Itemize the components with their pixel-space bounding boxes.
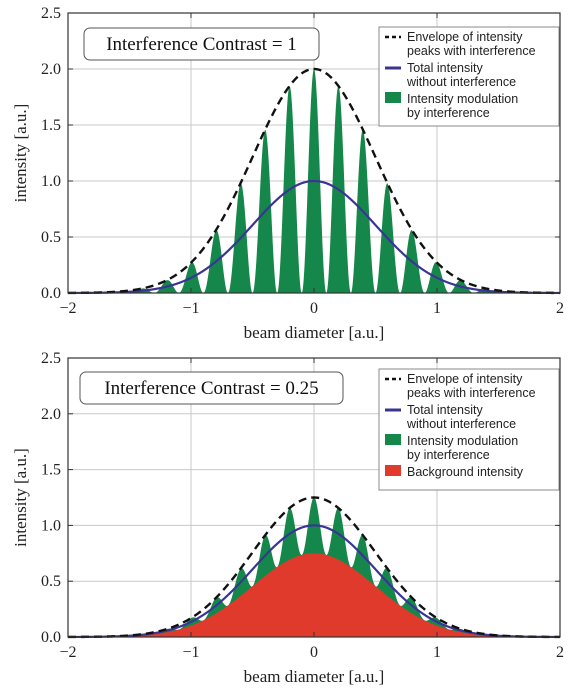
y-tick-label: 0.5 (41, 573, 61, 590)
chart-panel-contrast-025: −2 −1 0 1 2 0.0 0.5 1.0 1.5 2.0 2.5 beam diameter [… (0, 345, 569, 693)
legend-entry-text: by interference (407, 106, 490, 120)
chart-title-box (83, 27, 320, 61)
y-tick-label: 2.5 (41, 350, 61, 367)
y-axis-label: intensity [a.u.] (11, 448, 30, 547)
x-axis: −2 −1 0 1 2 (59, 358, 564, 661)
y-axis: 0.0 0.5 1.0 1.5 2.0 2.5 (41, 5, 560, 302)
x-axis-label: beam diameter [a.u.] (244, 323, 385, 342)
chart-title: Interference Contrast = 0.25 (104, 378, 318, 399)
legend-swatch-fill (385, 92, 401, 103)
x-tick-label: −1 (182, 644, 199, 661)
legend-entry-text: Background intensity (407, 465, 524, 479)
chart-contrast-1: −2 −1 0 1 2 0.0 0.5 1.0 1.5 2.0 2.5 beam diameter [… (11, 5, 564, 342)
chart-contrast-025: −2 −1 0 1 2 0.0 0.5 1.0 1.5 2.0 2.5 beam diameter [… (11, 350, 564, 686)
legend-box (378, 26, 560, 127)
legend-entry-text: without interference (406, 417, 516, 431)
y-tick-label: 0.5 (41, 229, 61, 246)
y-tick-label: 1.0 (41, 173, 61, 190)
y-axis-label: intensity [a.u.] (11, 104, 30, 203)
legend-entry-text: peaks with interference (407, 386, 536, 400)
chart-title-box (79, 371, 344, 405)
series-background-intensity-fill (68, 553, 560, 637)
y-tick-label: 1.5 (41, 117, 61, 134)
x-tick-label: 1 (433, 644, 441, 661)
legend-box (378, 368, 560, 491)
y-tick-label: 0.0 (41, 629, 61, 646)
y-tick-label: 1.5 (41, 462, 61, 479)
series-total-intensity-line (68, 179, 560, 295)
y-axis: 0.0 0.5 1.0 1.5 2.0 2.5 (41, 350, 560, 646)
legend-entry-text: Total intensity (407, 61, 483, 75)
x-tick-label: −2 (59, 300, 76, 317)
legend-entry-text: by interference (407, 448, 490, 462)
legend-swatch-fill (385, 434, 401, 445)
legend-entry-text: Intensity modulation (407, 434, 518, 448)
y-tick-label: 1.0 (41, 517, 61, 534)
x-tick-label: 1 (433, 300, 441, 317)
x-tick-label: −1 (182, 300, 199, 317)
y-tick-label: 2.0 (41, 406, 61, 423)
legend-entry-text: Envelope of intensity (407, 372, 523, 386)
legend-entry-text: peaks with interference (407, 44, 536, 58)
series-envelope-line (68, 67, 560, 295)
legend-entry-text: Intensity modulation (407, 92, 518, 106)
x-axis: −2 −1 0 1 2 (59, 13, 564, 317)
chart-title: Interference Contrast = 1 (106, 34, 297, 55)
chart-panel-contrast-1: −2 −1 0 1 2 0.0 0.5 1.0 1.5 2.0 2.5 beam diameter [… (0, 0, 569, 345)
x-tick-label: −2 (59, 644, 76, 661)
legend-entry-text: without interference (406, 75, 516, 89)
x-axis-label: beam diameter [a.u.] (244, 667, 385, 686)
x-tick-label: 2 (556, 300, 564, 317)
x-tick-label: 0 (310, 300, 318, 317)
y-tick-label: 2.0 (41, 61, 61, 78)
y-tick-label: 2.5 (41, 5, 61, 22)
legend-swatch-fill (385, 465, 401, 476)
legend-entry-text: Total intensity (407, 403, 483, 417)
x-tick-label: 0 (310, 644, 318, 661)
legend-entry-text: Envelope of intensity (407, 30, 523, 44)
series-envelope-line (68, 496, 560, 639)
y-tick-label: 0.0 (41, 285, 61, 302)
x-tick-label: 2 (556, 644, 564, 661)
